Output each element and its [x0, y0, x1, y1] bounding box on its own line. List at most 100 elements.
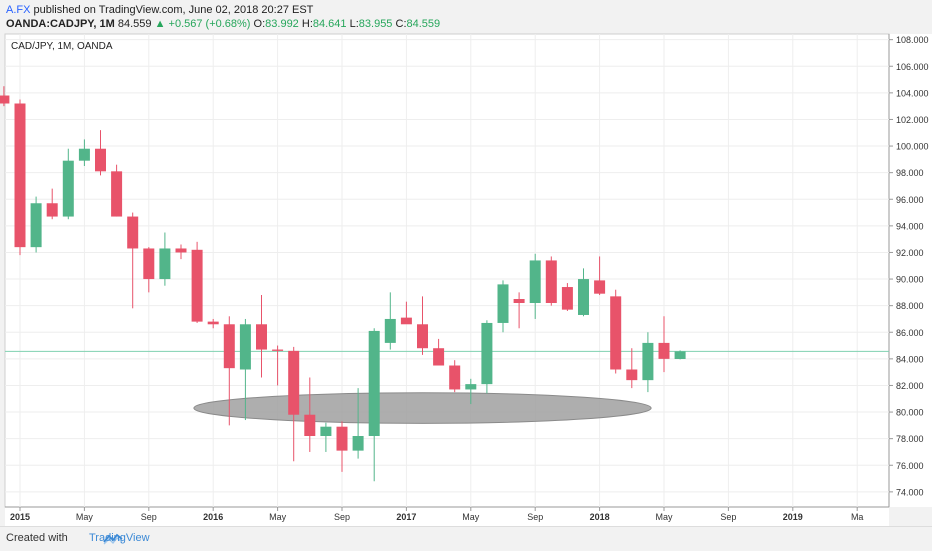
- price-tick-label: 98.000: [896, 168, 924, 178]
- chart-title: CAD/JPY, 1M, OANDA: [11, 41, 113, 52]
- candle: [14, 99, 26, 256]
- candle: [207, 318, 219, 329]
- close-label: C:: [395, 18, 407, 30]
- candle: [433, 338, 445, 366]
- candle-body: [545, 260, 557, 303]
- candle: [78, 139, 90, 167]
- candle-body: [111, 171, 123, 217]
- candle-body: [175, 248, 187, 253]
- candle-body: [384, 318, 396, 343]
- candle-body: [207, 321, 219, 325]
- open-value: 83.992: [265, 18, 299, 30]
- candle: [400, 301, 412, 325]
- candle: [336, 421, 348, 472]
- candle: [223, 316, 235, 426]
- time-tick-label: May: [76, 512, 94, 522]
- candle: [529, 253, 541, 319]
- price-tick-label: 88.000: [896, 301, 924, 311]
- candle: [320, 422, 332, 452]
- candle: [513, 292, 525, 329]
- plot-area[interactable]: [4, 33, 890, 508]
- time-tick-label: 2018: [590, 512, 610, 522]
- candle: [610, 289, 622, 374]
- author-link[interactable]: A.FX: [6, 4, 31, 16]
- candle-body: [46, 203, 58, 217]
- candle-body: [14, 103, 26, 248]
- price-tick-label: 92.000: [896, 248, 924, 258]
- candle: [30, 196, 42, 253]
- candle: [594, 256, 606, 296]
- candle-body: [62, 160, 74, 217]
- candle-body: [417, 324, 428, 349]
- candle: [127, 212, 139, 309]
- candle: [352, 388, 364, 459]
- candle-body: [191, 249, 203, 322]
- candle: [465, 378, 477, 405]
- candle: [449, 360, 461, 393]
- candle-body: [95, 148, 106, 172]
- price-tick-label: 108.000: [896, 35, 929, 45]
- candle-body: [481, 322, 493, 385]
- high-value: 84.641: [312, 18, 347, 30]
- candle-body: [465, 384, 477, 390]
- price-axis[interactable]: [889, 34, 932, 507]
- candle: [46, 188, 58, 220]
- candle-body: [610, 296, 622, 370]
- symbol-label: OANDA:CADJPY, 1M: [6, 18, 115, 30]
- candle-body: [352, 436, 364, 451]
- candle-body: [256, 324, 267, 350]
- candle: [497, 280, 509, 333]
- tradingview-logo-icon: [103, 533, 123, 545]
- candle-body: [513, 299, 525, 303]
- time-tick-label: May: [269, 512, 287, 522]
- price-tick-label: 80.000: [896, 408, 924, 418]
- candle-body: [561, 287, 573, 310]
- candle: [0, 86, 10, 107]
- candle: [642, 332, 654, 393]
- candle: [384, 292, 396, 350]
- time-tick-label: Sep: [334, 512, 350, 522]
- candle: [368, 328, 380, 482]
- time-tick-label: 2015: [10, 512, 30, 522]
- time-tick-label: Sep: [141, 512, 157, 522]
- time-tick-label: Ma: [851, 512, 864, 522]
- candle: [304, 377, 316, 452]
- candle-body: [497, 284, 509, 323]
- ellipse-shape: [193, 392, 652, 424]
- candle: [417, 296, 428, 355]
- price-tick-label: 90.000: [896, 275, 924, 285]
- candle-body: [433, 348, 445, 366]
- close-value: 84.559: [406, 18, 441, 30]
- candle-body: [78, 148, 90, 161]
- candle-body: [594, 280, 606, 294]
- candle: [658, 316, 670, 373]
- candle: [239, 318, 251, 421]
- price-tick-label: 76.000: [896, 461, 924, 471]
- tradingview-link[interactable]: TradingView: [89, 532, 150, 544]
- candle-body: [304, 414, 316, 436]
- header: A.FX published on TradingView.com, June …: [0, 0, 932, 34]
- ellipse-annotation: [193, 392, 652, 424]
- candle-body: [449, 365, 461, 390]
- candle: [545, 256, 557, 306]
- candle: [481, 320, 493, 394]
- time-tick-label: May: [462, 512, 480, 522]
- candle: [272, 345, 284, 386]
- price-tick-labels: 74.000 76.000 78.000 80.000 82.000 84.000 86.0…: [889, 35, 929, 497]
- candle: [111, 164, 123, 217]
- candle-body: [239, 324, 251, 370]
- candle-body: [529, 260, 541, 303]
- candle: [626, 348, 638, 389]
- time-axis[interactable]: [5, 507, 889, 526]
- candle-body: [223, 324, 235, 369]
- candle-body: [336, 426, 348, 451]
- candle-body: [320, 426, 332, 436]
- candle: [143, 247, 155, 293]
- price-tick-label: 82.000: [896, 381, 924, 391]
- candlestick-chart[interactable]: 74.000 76.000 78.000 80.000 82.000 84.000 86.0…: [0, 0, 932, 526]
- candle-body: [0, 95, 10, 104]
- candle-body: [288, 350, 300, 415]
- price-tick-label: 78.000: [896, 434, 924, 444]
- price-tick-label: 86.000: [896, 328, 924, 338]
- low-value: 83.955: [358, 18, 393, 30]
